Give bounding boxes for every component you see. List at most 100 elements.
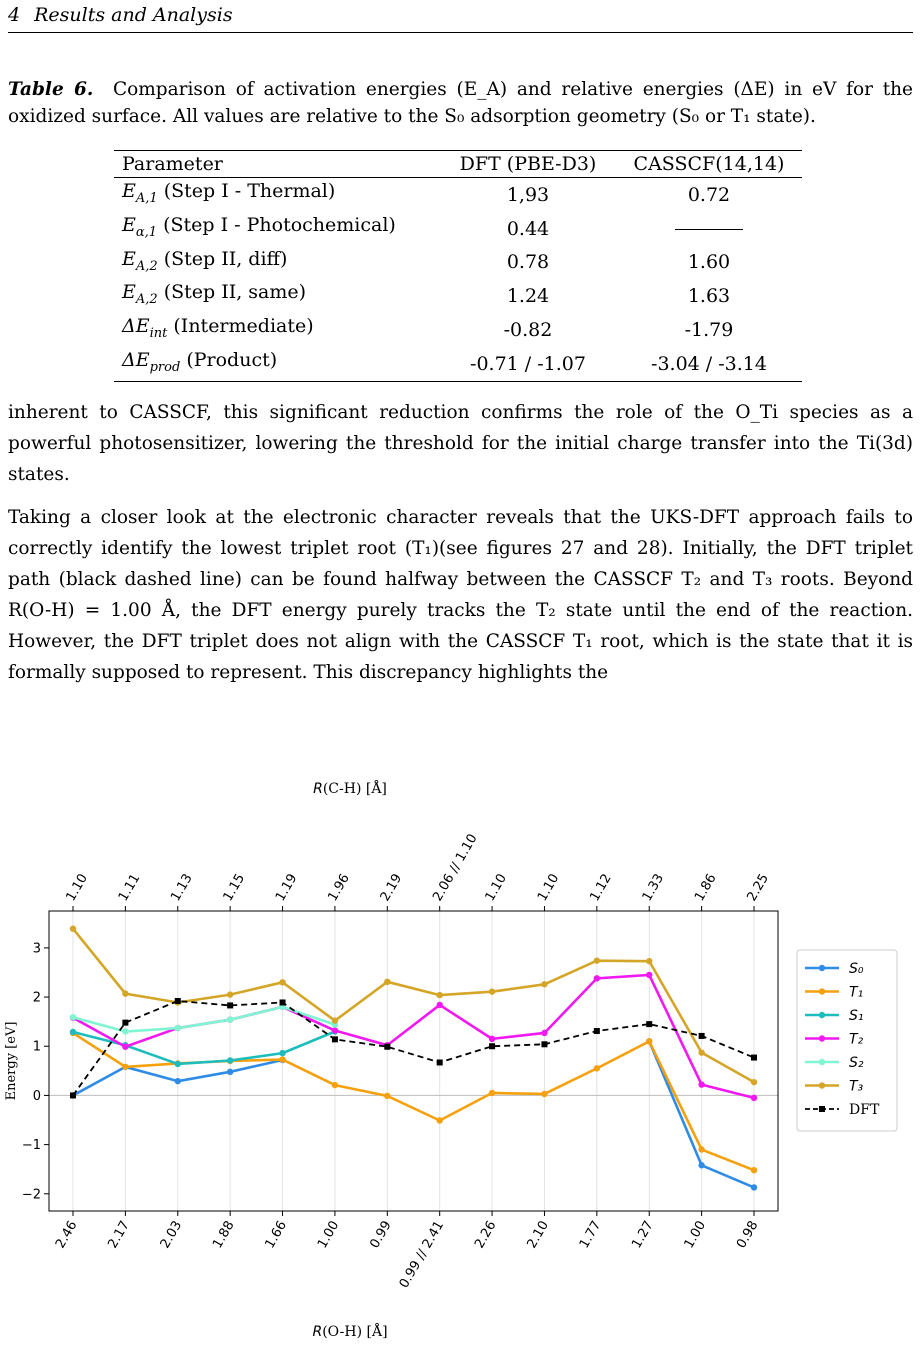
legend-marker [818, 1082, 826, 1089]
data-point [69, 925, 77, 932]
data-point [646, 971, 653, 979]
empty-value-dash [675, 229, 743, 231]
data-point [384, 1092, 391, 1100]
series-line [72, 1031, 755, 1172]
bottom-tick-label: 2.46 [53, 1219, 80, 1252]
column-header-parameter: Parameter [114, 150, 440, 178]
top-tick-label: 1.10 [63, 871, 90, 904]
data-point [331, 1081, 339, 1089]
data-point [541, 981, 548, 988]
bottom-tick-label: 0.99 // 2.41 [397, 1219, 447, 1291]
data-point [69, 1014, 77, 1021]
bottom-tick-label: 1.88 [210, 1219, 237, 1252]
dft-value-cell: 0.44 [506, 217, 550, 240]
parameter-cell: EA,2 (Step II, diff) [114, 246, 440, 280]
data-point [226, 1057, 234, 1064]
data-point [698, 1162, 705, 1169]
series-line [72, 1000, 755, 1096]
parameter-cell: EA,2 (Step II, same) [114, 279, 440, 313]
parameter-subscript: A,1 [135, 190, 158, 206]
data-point [384, 978, 391, 986]
y-tick-label: 0 [33, 1089, 41, 1104]
bottom-tick-label: 0.98 [734, 1219, 761, 1252]
series-line [72, 1005, 336, 1033]
data-point [698, 1146, 705, 1153]
data-point [646, 957, 653, 965]
data-point [698, 1049, 705, 1056]
top-tick-label: 1.96 [325, 871, 352, 904]
series-line [71, 927, 755, 1084]
data-point [541, 1029, 548, 1037]
bottom-axis-title: R(O-H) [Å] [312, 1322, 387, 1340]
parameter-subscript: A,2 [135, 292, 158, 308]
data-point [593, 957, 601, 964]
legend-label: DFT [849, 1102, 880, 1118]
dft-value-cell: 1,93 [506, 183, 550, 206]
y-tick-label: 1 [33, 1040, 41, 1055]
data-point [174, 1024, 181, 1032]
top-tick-label: 1.13 [168, 871, 195, 904]
top-tick-label: 2.25 [744, 871, 771, 904]
legend-label: S₁ [849, 1008, 864, 1024]
top-tick-label: 2.06 // 1.10 [430, 832, 480, 904]
data-point [122, 990, 129, 997]
data-point [593, 1065, 601, 1072]
data-point [698, 1032, 705, 1039]
data-point [488, 1089, 496, 1097]
table-row: EA,2 (Step II, diff) 0.78 1.60 [114, 246, 802, 280]
table-row: ΔEint (Intermediate) -0.82 -1.79 [114, 313, 802, 347]
dft-value-cell: 1.24 [506, 285, 550, 308]
bottom-tick-label: 1.00 [682, 1219, 709, 1252]
top-axis-title: R(C-H) [Å] [313, 779, 387, 797]
data-point [384, 1043, 391, 1050]
top-tick-label: 2.19 [378, 871, 405, 904]
bottom-tick-label: 2.17 [105, 1219, 132, 1252]
table-row: EA,1 (Step I - Thermal) 1,93 0.72 [114, 178, 802, 212]
data-point [122, 1043, 129, 1050]
section-number: 4 [8, 4, 21, 26]
data-point [122, 1063, 129, 1071]
top-tick-label: 1.33 [640, 871, 667, 904]
parameter-cell: Eα,1 (Step I - Photochemical) [114, 212, 440, 246]
bottom-tick-label: 1.27 [629, 1219, 656, 1252]
data-point [174, 998, 181, 1004]
data-point [331, 1027, 339, 1034]
top-tick-label: 1.10 [483, 871, 510, 904]
y-tick-label: −1 [22, 1138, 41, 1153]
legend-marker [818, 964, 826, 972]
legend-label: S₀ [849, 961, 864, 977]
data-point [436, 1001, 443, 1009]
y-tick-label: 2 [33, 991, 41, 1006]
data-point [436, 1059, 443, 1066]
results-table: Parameter DFT (PBE-D3) CASSCF(14,14) EA,… [114, 150, 802, 382]
legend-label: T₁ [849, 985, 863, 1001]
legend-marker [818, 1058, 826, 1066]
bottom-tick-label: 2.10 [524, 1219, 551, 1252]
table-row: Eα,1 (Step I - Photochemical) 0.44 [114, 212, 802, 246]
data-point [69, 1028, 77, 1036]
table-caption-label: Table 6. [8, 79, 94, 100]
legend-label: T₃ [849, 1079, 864, 1095]
top-tick-label: 1.12 [587, 871, 614, 904]
data-point [331, 1036, 338, 1043]
parameter-subscript: int [149, 325, 168, 341]
top-tick-label: 1.10 [535, 871, 562, 904]
table-row: ΔEprod (Product) -0.71 / -1.07 -3.04 / -3.… [114, 347, 802, 381]
parameter-subscript: α,1 [135, 224, 158, 240]
casscf-value-cell: -3.04 / -3.14 [651, 352, 767, 375]
parameter-symbol: ΔE [122, 348, 150, 371]
top-tick-label: 1.86 [692, 871, 719, 904]
top-tick-label: 1.11 [116, 871, 143, 904]
data-point [750, 1184, 758, 1191]
table-caption-text: Comparison of activation energies (E_A) … [8, 79, 913, 127]
casscf-value-cell: 1.63 [687, 285, 731, 308]
bottom-tick-label: 2.03 [158, 1219, 185, 1252]
data-point [436, 1117, 443, 1124]
casscf-value-cell: 0.72 [687, 183, 731, 206]
data-point [279, 1056, 286, 1063]
parameter-subscript: prod [149, 359, 181, 375]
data-point [698, 1081, 705, 1088]
dft-value-cell: 0.78 [506, 251, 550, 274]
data-point [541, 1041, 548, 1048]
data-point [279, 999, 286, 1006]
